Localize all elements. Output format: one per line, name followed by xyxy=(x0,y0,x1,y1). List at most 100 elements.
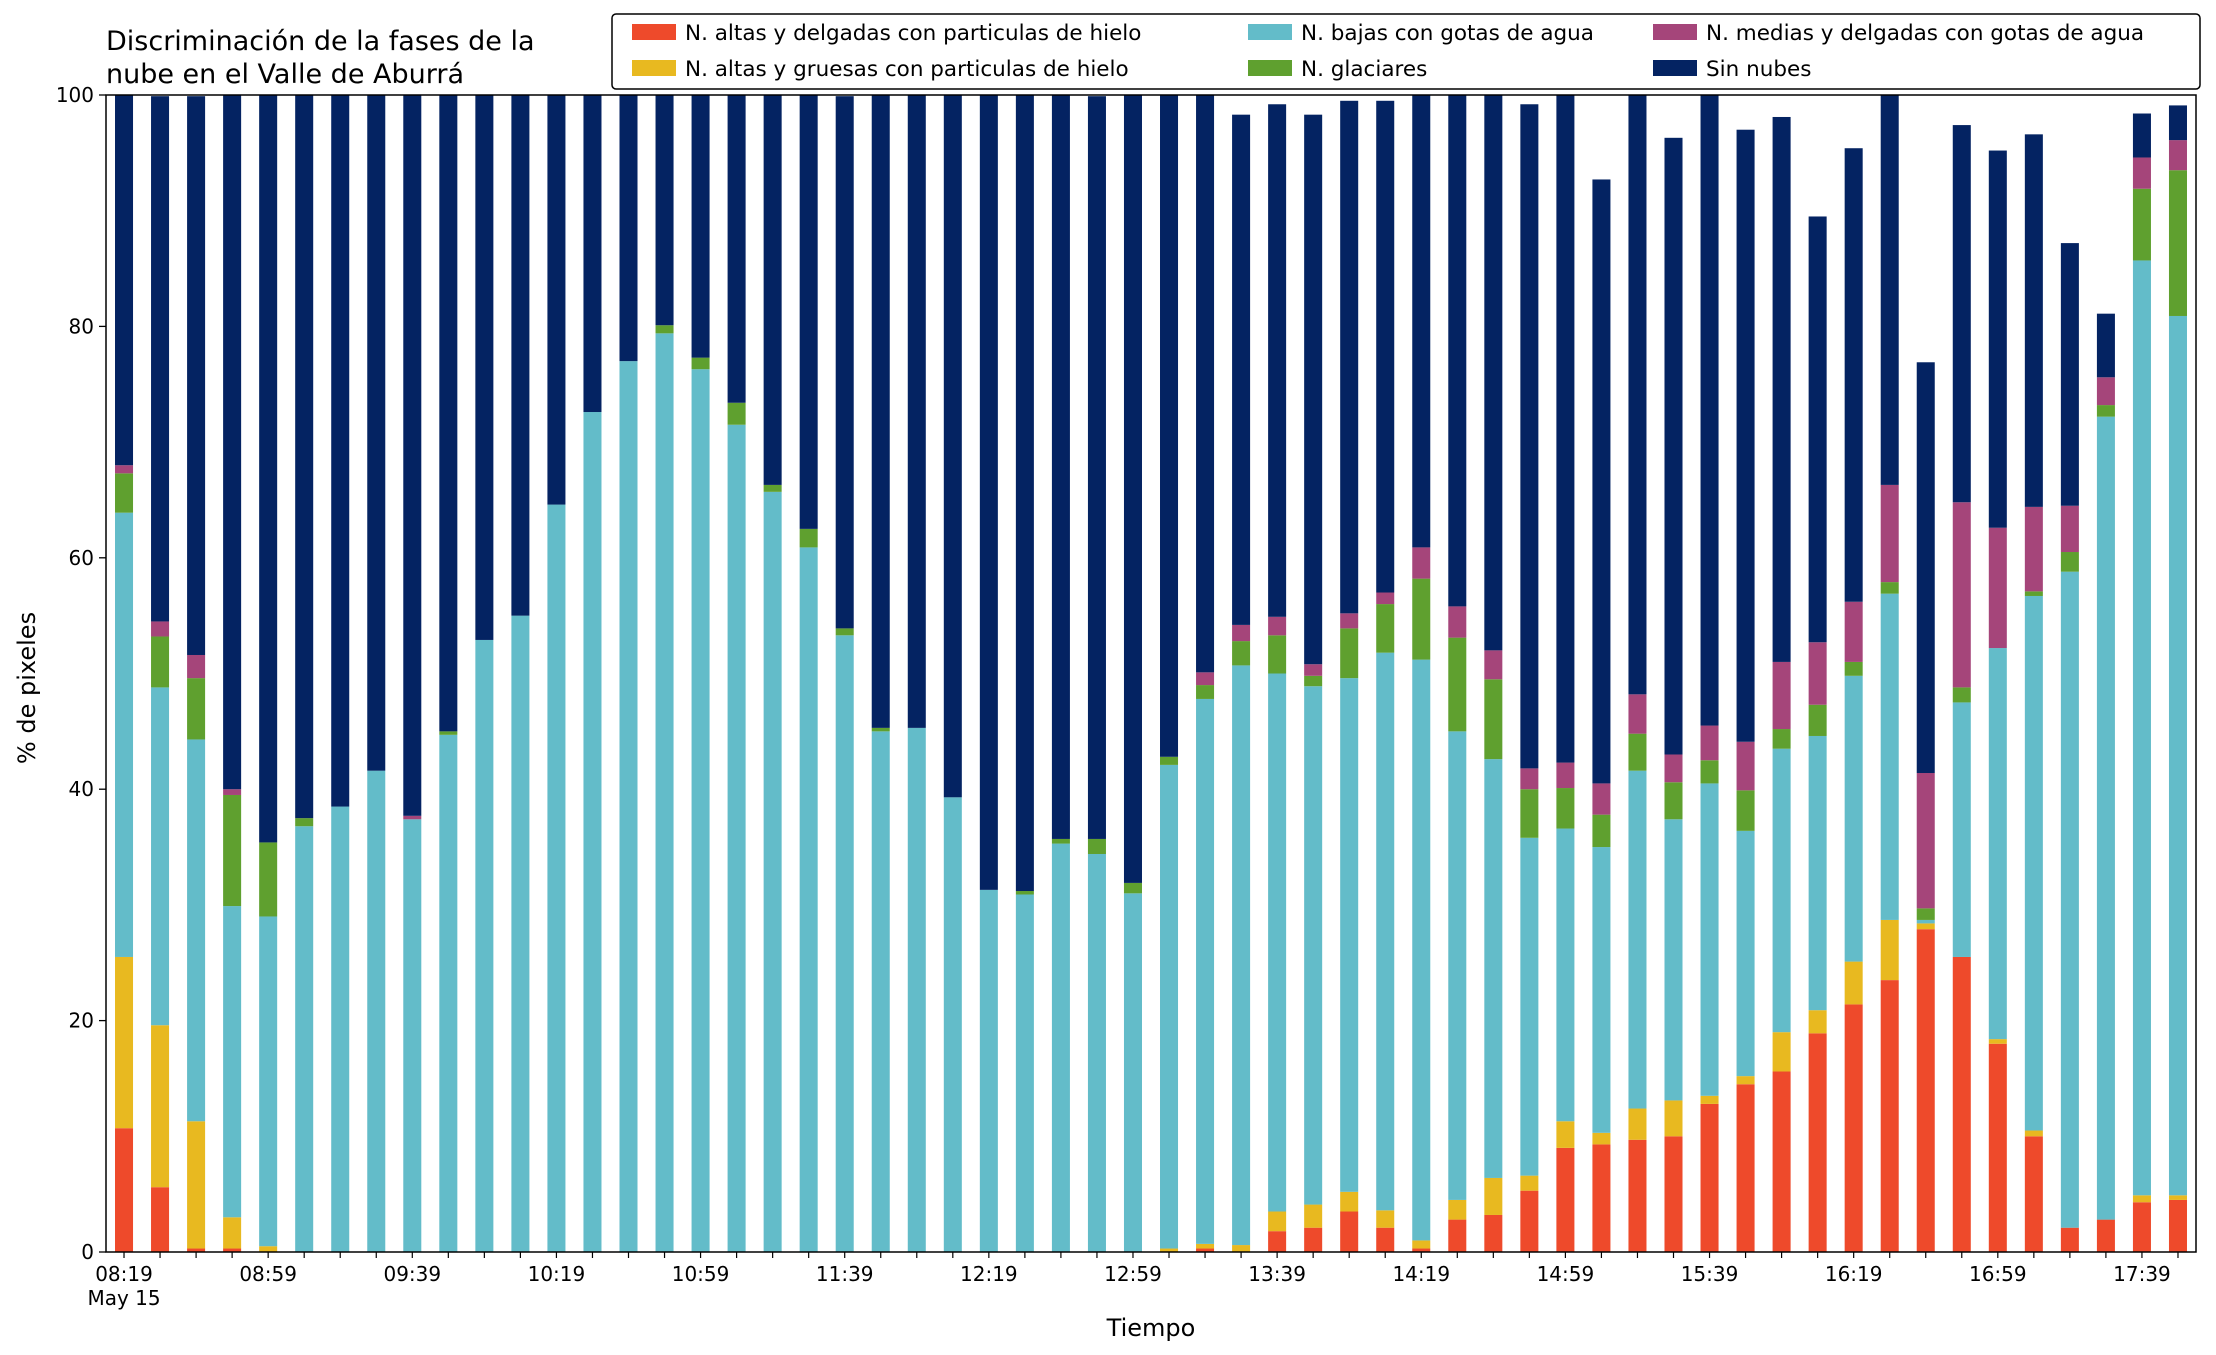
bar-segment-5-3 xyxy=(223,95,242,790)
bar-segment-2-31 xyxy=(1232,665,1251,1246)
bar-segment-3-55 xyxy=(2096,405,2115,417)
bar-segment-5-49 xyxy=(1880,95,1899,485)
bar-segment-1-56 xyxy=(2132,1195,2151,1203)
bar-segment-2-3 xyxy=(223,906,242,1218)
bar-segment-3-44 xyxy=(1700,760,1719,784)
bar-segment-1-38 xyxy=(1484,1177,1503,1215)
y-tick-label-0: 0 xyxy=(81,1240,94,1264)
bar-segment-2-25 xyxy=(1015,894,1034,1252)
legend-label-1: N. altas y gruesas con particulas de hie… xyxy=(685,57,1129,82)
bar-segment-5-48 xyxy=(1844,148,1863,602)
bar-segment-4-55 xyxy=(2096,377,2115,406)
bar-segment-4-39 xyxy=(1520,768,1539,790)
x-tick-label-6: 12:19 xyxy=(960,1262,1018,1286)
bar-segment-5-41 xyxy=(1592,179,1611,784)
bar-segment-4-49 xyxy=(1880,484,1899,583)
bar-segment-1-34 xyxy=(1340,1191,1359,1212)
x-tick-label-2: 09:39 xyxy=(383,1262,441,1286)
bar-segment-3-48 xyxy=(1844,661,1863,676)
bar-segment-4-52 xyxy=(1988,527,2007,649)
legend-swatch-5 xyxy=(1653,60,1697,76)
chart-title-line-2: nube en el Valle de Aburrá xyxy=(106,59,464,90)
bar-segment-3-46 xyxy=(1772,729,1791,749)
bar-segment-2-17 xyxy=(727,424,746,1252)
bar-segment-5-46 xyxy=(1772,116,1791,662)
bar-segment-2-47 xyxy=(1808,735,1827,1011)
bar-segment-4-54 xyxy=(2060,505,2079,553)
bar-segment-0-39 xyxy=(1520,1190,1539,1252)
bar-segment-0-3 xyxy=(223,1248,242,1252)
bar-segment-5-35 xyxy=(1376,100,1395,593)
bar-segment-4-31 xyxy=(1232,624,1251,642)
bar-segment-2-29 xyxy=(1160,764,1179,1249)
bar-segment-3-47 xyxy=(1808,704,1827,736)
bar-segment-5-25 xyxy=(1015,95,1034,892)
bar-segment-5-16 xyxy=(691,95,710,358)
bar-segment-1-44 xyxy=(1700,1095,1719,1104)
chart-title: Discriminación de la fases de la nube en… xyxy=(106,26,535,90)
bar-segment-5-44 xyxy=(1700,95,1719,726)
bar-segment-3-54 xyxy=(2060,552,2079,572)
bar-segment-3-17 xyxy=(727,402,746,425)
legend-label-5: Sin nubes xyxy=(1706,57,1811,82)
bar-segment-5-15 xyxy=(655,95,674,326)
bar-segment-0-32 xyxy=(1268,1231,1287,1252)
bar-segment-0-38 xyxy=(1484,1214,1503,1252)
bar-segment-3-53 xyxy=(2024,591,2043,596)
bar-segment-2-41 xyxy=(1592,847,1611,1133)
bar-segment-2-20 xyxy=(835,635,854,1252)
bar-segment-3-26 xyxy=(1051,838,1070,844)
legend-label-0: N. altas y delgadas con particulas de hi… xyxy=(685,21,1141,46)
bar-segment-5-34 xyxy=(1340,100,1359,614)
bar-segment-2-16 xyxy=(691,369,710,1253)
bar-segment-4-53 xyxy=(2024,506,2043,592)
bar-segment-0-37 xyxy=(1448,1219,1467,1252)
bar-segment-3-38 xyxy=(1484,679,1503,760)
bar-segment-3-21 xyxy=(871,727,890,732)
bar-segment-1-4 xyxy=(259,1246,278,1252)
bar-segment-5-12 xyxy=(547,95,566,505)
bar-segment-2-53 xyxy=(2024,595,2043,1131)
bar-segment-5-5 xyxy=(295,95,314,819)
bar-segment-5-13 xyxy=(583,95,602,413)
bar-segment-5-45 xyxy=(1736,129,1755,742)
bar-segment-3-9 xyxy=(439,731,458,735)
bar-segment-5-26 xyxy=(1051,95,1070,839)
bar-segment-4-36 xyxy=(1412,547,1431,579)
bar-segment-5-39 xyxy=(1520,104,1539,769)
bar-segment-5-27 xyxy=(1087,96,1106,839)
bar-segment-2-56 xyxy=(2132,260,2151,1196)
bar-segment-1-29 xyxy=(1160,1248,1179,1252)
bar-segment-3-40 xyxy=(1556,788,1575,829)
y-tick-label-100: 100 xyxy=(56,83,94,107)
bar-segment-2-38 xyxy=(1484,759,1503,1178)
bar-segment-1-43 xyxy=(1664,1100,1683,1137)
chart-title-line-1: Discriminación de la fases de la xyxy=(106,26,535,57)
bar-segment-2-50 xyxy=(1916,919,1935,924)
bar-segment-5-9 xyxy=(439,95,458,732)
bar-segment-2-18 xyxy=(763,491,782,1253)
bar-segment-5-20 xyxy=(835,96,854,629)
bar-segment-0-51 xyxy=(1952,956,1971,1252)
bar-segment-2-28 xyxy=(1123,893,1142,1252)
bar-segment-2-8 xyxy=(403,819,422,1252)
bar-segment-4-3 xyxy=(223,789,242,795)
bar-segment-3-19 xyxy=(799,528,818,548)
legend-swatch-2 xyxy=(1248,24,1292,40)
bar-segment-0-56 xyxy=(2132,1202,2151,1252)
legend: N. altas y delgadas con particulas de hi… xyxy=(611,13,2201,90)
bar-segment-5-56 xyxy=(2132,113,2151,158)
x-tick-label-13: 16:59 xyxy=(1969,1262,2027,1286)
bar-segment-3-57 xyxy=(2168,170,2187,316)
bar-segment-3-30 xyxy=(1196,685,1215,699)
bar-segment-5-57 xyxy=(2168,105,2187,141)
bar-segment-3-43 xyxy=(1664,782,1683,820)
bar-segment-5-18 xyxy=(763,95,782,485)
bar-segment-5-8 xyxy=(403,95,422,816)
axes: 0 20 40 60 80 100 08:19 08:59 09:39 10:19 10:59 11:… xyxy=(56,83,2197,1310)
bar-segment-0-55 xyxy=(2096,1219,2115,1252)
bar-segment-2-12 xyxy=(547,504,566,1253)
bar-segment-2-9 xyxy=(439,734,458,1252)
bar-segment-1-47 xyxy=(1808,1010,1827,1034)
